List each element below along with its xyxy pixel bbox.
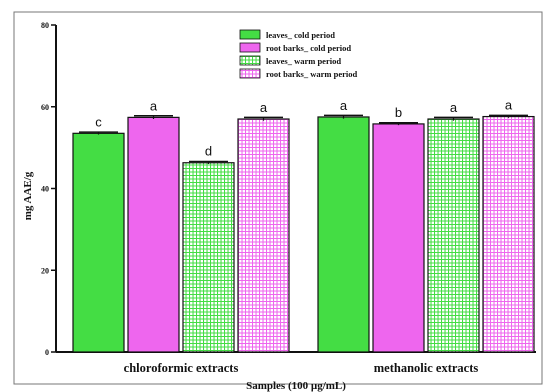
x-axis-title: Samples (100 µg/mL): [246, 380, 346, 392]
legend-swatch: [239, 55, 261, 66]
bar: [182, 162, 235, 353]
bar: [427, 118, 480, 353]
y-tick-label: 80: [41, 21, 49, 30]
legend-swatch: [239, 29, 261, 40]
legend-label: leaves_ warm period: [266, 56, 341, 66]
significance-letter: a: [505, 98, 513, 113]
y-tick-label: 20: [41, 266, 49, 275]
category-label: methanolic extracts: [374, 361, 479, 375]
legend: leaves_ cold period root barks_ cold peri…: [239, 29, 357, 79]
bar: [72, 132, 125, 353]
significance-letter: c: [95, 114, 102, 129]
y-axis-title: mg AAE/g: [22, 171, 34, 220]
legend-label: root barks_ cold period: [266, 43, 351, 53]
significance-letter: d: [205, 144, 212, 159]
significance-letter: a: [450, 100, 458, 115]
legend-swatch: [239, 42, 261, 53]
bar: [127, 116, 180, 353]
legend-swatch: [239, 68, 261, 79]
plot-frame: [13, 11, 543, 385]
significance-letter: b: [395, 105, 402, 120]
significance-letter: a: [340, 98, 348, 113]
legend-label: root barks_ warm period: [266, 69, 357, 79]
bar: [317, 116, 370, 353]
bar: [237, 118, 290, 353]
bars: c a d a a b a a: [72, 98, 535, 353]
y-tick-label: 60: [41, 103, 49, 112]
significance-letter: a: [260, 100, 268, 115]
significance-letter: a: [150, 98, 158, 113]
bar: [372, 123, 425, 353]
legend-label: leaves_ cold period: [266, 30, 335, 40]
bar: [482, 115, 535, 353]
y-tick-label: 0: [45, 348, 49, 357]
category-label: chloroformic extracts: [124, 361, 239, 375]
y-tick-label: 40: [41, 185, 49, 194]
